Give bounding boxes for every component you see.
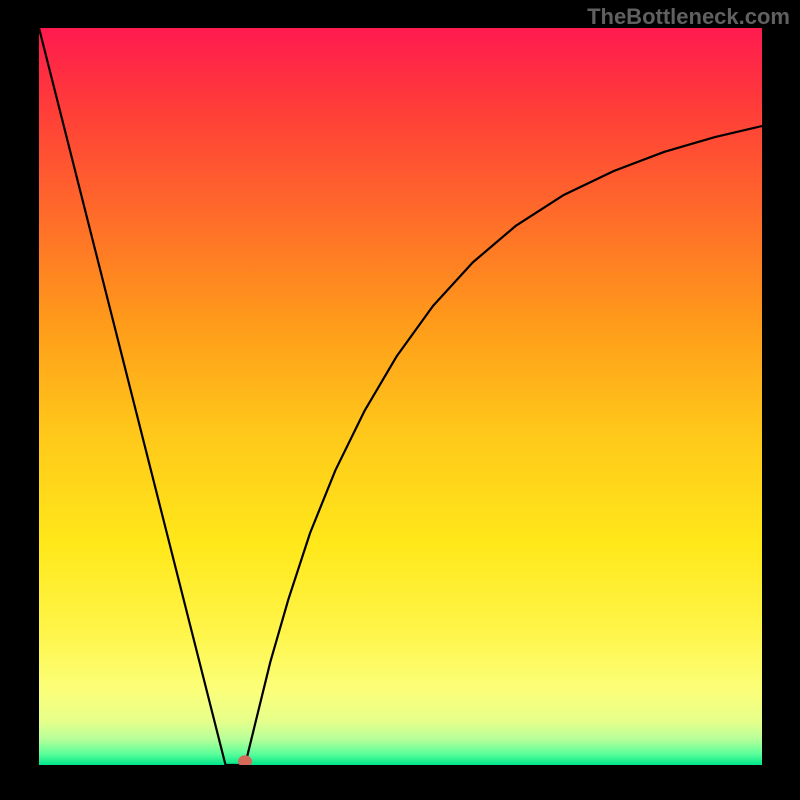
plot-area — [39, 28, 762, 765]
bottleneck-curve — [39, 28, 762, 765]
watermark-text: TheBottleneck.com — [587, 4, 790, 30]
curve-overlay — [39, 28, 762, 765]
minimum-marker — [238, 755, 252, 765]
chart-container: TheBottleneck.com — [0, 0, 800, 800]
